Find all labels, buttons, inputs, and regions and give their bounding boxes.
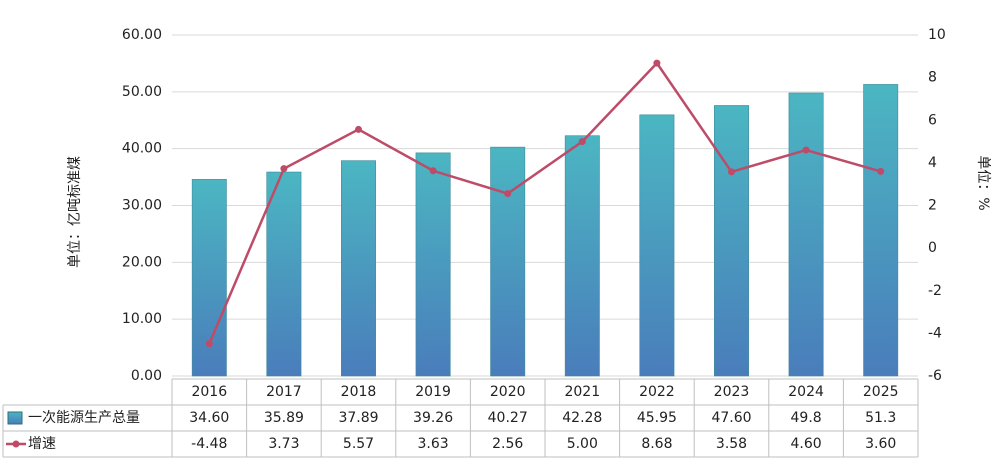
table-value: 39.26 [413, 410, 453, 426]
x-tick-label: 2018 [341, 384, 377, 400]
marker [653, 59, 661, 67]
bar [863, 84, 899, 377]
y-tick-label: 60.00 [122, 27, 162, 43]
table-value: 5.57 [343, 436, 374, 452]
y-axis-title: 单位：亿吨标准煤 [67, 156, 83, 268]
x-tick-label: 2022 [639, 384, 675, 400]
marker [429, 167, 437, 175]
x-tick-label: 2021 [564, 384, 600, 400]
table-value: 37.89 [338, 410, 378, 426]
y-tick-label: 10.00 [122, 311, 162, 327]
table-value: 2.56 [492, 436, 523, 452]
marker [504, 190, 512, 198]
y-tick-label: 30.00 [122, 198, 162, 214]
line [208, 61, 882, 345]
table-value: 51.3 [865, 410, 896, 426]
table-value: 47.60 [711, 410, 751, 426]
y-tick-label: 40.00 [122, 141, 162, 157]
y-tick-label: 50.00 [122, 84, 162, 100]
marker [280, 165, 288, 173]
table-value: 3.58 [716, 436, 747, 452]
table-value: 40.27 [488, 410, 528, 426]
table-value: 35.89 [264, 410, 304, 426]
legend-swatch [7, 411, 23, 425]
table-value: 5.00 [567, 436, 598, 452]
x-tick-label: 2017 [266, 384, 302, 400]
bar [564, 135, 600, 377]
table-value: 3.60 [865, 436, 896, 452]
bar [490, 146, 526, 377]
y2-tick-label: 10 [928, 27, 946, 43]
marker [355, 125, 362, 133]
y2-tick-label: -4 [928, 325, 942, 341]
bar [639, 114, 675, 377]
table-value: 42.28 [562, 410, 602, 426]
marker [205, 340, 213, 348]
table-value: 34.60 [189, 410, 229, 426]
x-tick-label: 2016 [191, 384, 227, 400]
bar [266, 171, 302, 377]
table-value: 45.95 [637, 410, 677, 426]
bar [714, 105, 749, 377]
marker [728, 168, 735, 176]
x-tick-label: 2020 [490, 384, 526, 400]
x-tick-label: 2024 [788, 384, 824, 400]
x-tick-label: 2019 [415, 384, 451, 400]
y2-tick-label: 2 [928, 198, 937, 214]
y2-tick-label: 6 [928, 112, 937, 128]
y2-tick-label: 4 [928, 155, 937, 171]
marker [578, 138, 586, 146]
table-value: 3.73 [268, 436, 299, 452]
bar [341, 160, 376, 377]
legend-swatch [12, 440, 20, 448]
y2-tick-label: 8 [928, 70, 937, 86]
y-tick-label: 20.00 [122, 254, 162, 270]
bar [788, 92, 824, 377]
table-value: 8.68 [641, 436, 672, 452]
y2-tick-label: 0 [928, 240, 937, 256]
marker [802, 146, 810, 154]
y2-axis-title: 单位：% [975, 155, 991, 210]
legend-label: 增速 [28, 436, 56, 452]
x-tick-label: 2023 [714, 384, 750, 400]
y-tick-label: 0.00 [131, 368, 162, 384]
y2-tick-label: -6 [928, 368, 942, 384]
table-value: 4.60 [791, 436, 822, 452]
table-value: 3.63 [418, 436, 449, 452]
table-value: 49.8 [791, 410, 822, 426]
marker [877, 167, 885, 175]
y2-tick-label: -2 [928, 283, 942, 299]
legend-label: 一次能源生产总量 [28, 410, 140, 426]
x-tick-label: 2025 [863, 384, 899, 400]
table-value: -4.48 [191, 436, 227, 452]
bar [415, 152, 451, 377]
